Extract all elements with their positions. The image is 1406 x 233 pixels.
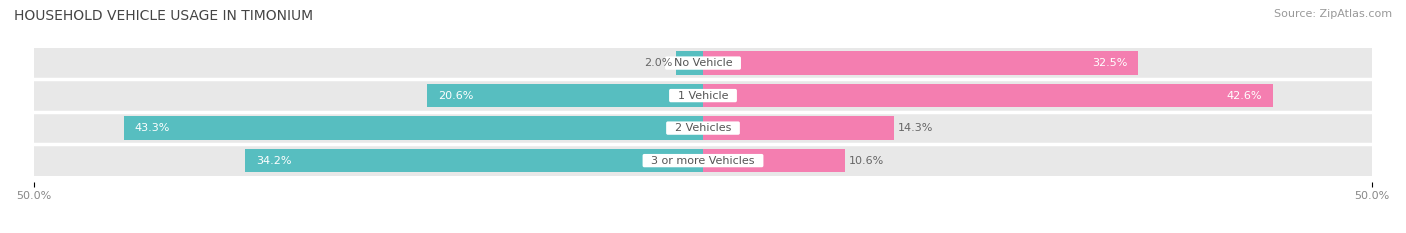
Bar	[124, 116, 703, 140]
Legend: Owner-occupied, Renter-occupied: Owner-occupied, Renter-occupied	[583, 230, 823, 233]
Text: 32.5%: 32.5%	[1091, 58, 1128, 68]
Bar	[34, 113, 1372, 143]
Bar	[703, 149, 845, 172]
Text: 43.3%: 43.3%	[135, 123, 170, 133]
Text: 2 Vehicles: 2 Vehicles	[668, 123, 738, 133]
Text: 34.2%: 34.2%	[256, 156, 291, 166]
Bar	[703, 116, 894, 140]
Text: No Vehicle: No Vehicle	[666, 58, 740, 68]
Text: 10.6%: 10.6%	[849, 156, 884, 166]
Bar	[703, 51, 1137, 75]
Text: 20.6%: 20.6%	[439, 91, 474, 101]
Text: HOUSEHOLD VEHICLE USAGE IN TIMONIUM: HOUSEHOLD VEHICLE USAGE IN TIMONIUM	[14, 9, 314, 23]
Bar	[246, 149, 703, 172]
Bar	[427, 84, 703, 107]
Bar	[34, 80, 1372, 111]
Text: Source: ZipAtlas.com: Source: ZipAtlas.com	[1274, 9, 1392, 19]
Text: 14.3%: 14.3%	[898, 123, 934, 133]
Bar	[34, 48, 1372, 78]
Text: 2.0%: 2.0%	[644, 58, 672, 68]
Text: 3 or more Vehicles: 3 or more Vehicles	[644, 156, 762, 166]
Text: 42.6%: 42.6%	[1226, 91, 1263, 101]
Bar	[676, 51, 703, 75]
Bar	[703, 84, 1272, 107]
Text: 1 Vehicle: 1 Vehicle	[671, 91, 735, 101]
Bar	[34, 145, 1372, 176]
